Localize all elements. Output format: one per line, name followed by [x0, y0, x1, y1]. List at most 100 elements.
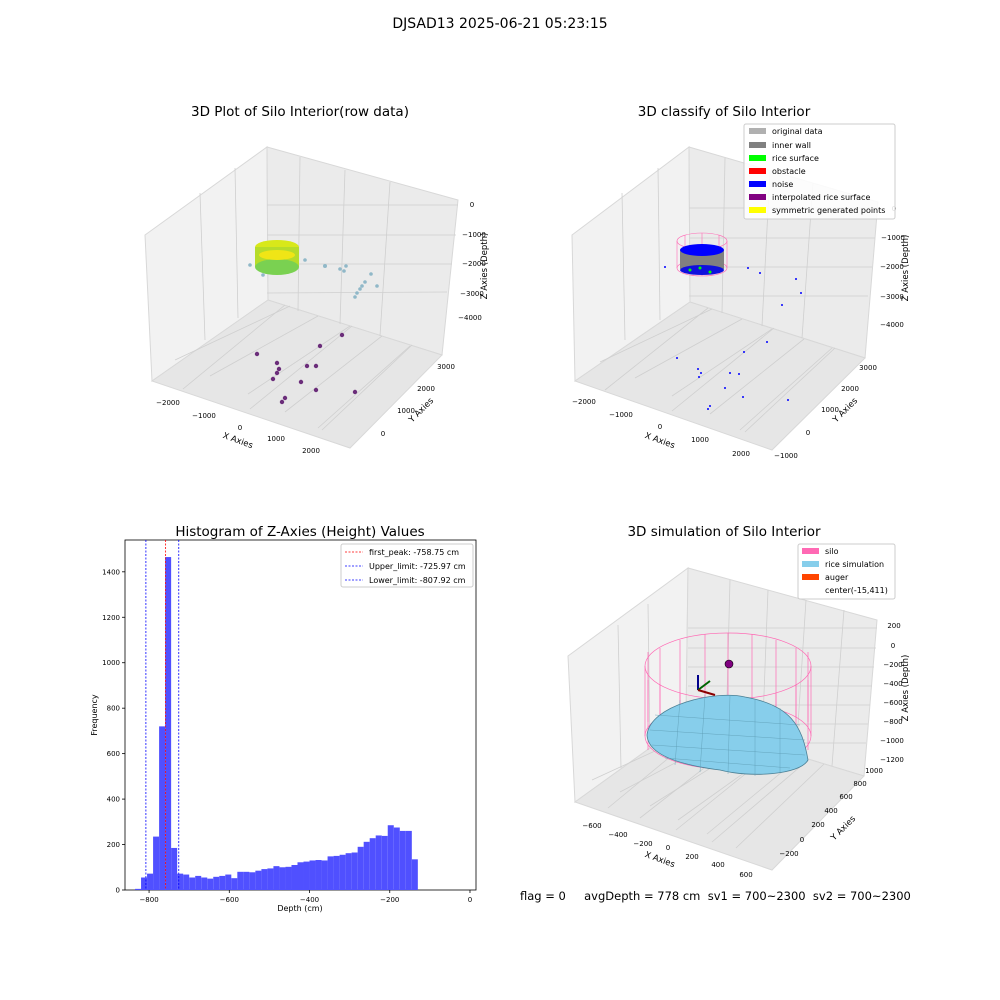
sim-ztick: −600 — [883, 699, 902, 707]
panel-raw-3d: 3D Plot of Silo Interior(row data) −2000… — [144, 104, 490, 455]
panel-histogram: Histogram of Z-Axies (Height) Values −80… — [90, 524, 477, 913]
hist-xtick-label: 0 — [468, 896, 472, 904]
hist-bar — [351, 852, 358, 890]
sim-ytick: 0 — [800, 836, 804, 844]
hist-bar — [273, 866, 280, 890]
hist-x-axis: −800 −600 −400 −200 0 — [139, 890, 472, 904]
raw-xlabel: X Axies — [221, 431, 254, 451]
hist-bar — [243, 871, 250, 890]
hist-bar — [201, 877, 208, 890]
legend-swatch-rice-simulation — [802, 561, 819, 567]
panel-simulation-3d: 3D simulation of Silo Interior — [567, 524, 911, 879]
hist-bars — [135, 557, 418, 890]
hist-ytick-label: 0 — [116, 887, 120, 895]
raw-xtick: 0 — [238, 424, 242, 432]
classify-ytick: 0 — [806, 429, 810, 437]
hist-bar — [219, 875, 226, 890]
hist-bar — [363, 841, 370, 890]
raw-xtick: −1000 — [192, 412, 216, 420]
legend-swatch-auger — [802, 574, 819, 580]
sim-ztick: −800 — [883, 718, 902, 726]
hist-bar — [177, 873, 184, 890]
classify-legend-label: noise — [772, 180, 793, 189]
classify-xtick: −1000 — [609, 411, 633, 419]
raw-ztick: −1000 — [462, 231, 486, 239]
hist-bar — [147, 873, 154, 890]
raw-xtick: 2000 — [302, 447, 320, 455]
hist-bar — [411, 859, 418, 890]
sim-auger-marker — [697, 659, 734, 696]
raw-ztick: −2000 — [462, 260, 486, 268]
hist-bar — [261, 869, 268, 890]
sim-xtick: 200 — [685, 853, 698, 861]
sim-legend-label: silo — [825, 547, 839, 556]
sim-ytick: 1000 — [865, 767, 883, 775]
classify-zlabel: Z Axies (Depth) — [901, 235, 911, 302]
classify-ytick: −1000 — [774, 452, 798, 460]
classify-legend-label: inner wall — [772, 141, 811, 150]
classify-legend-label: obstacle — [772, 167, 806, 176]
sim-legend-label: center(-15,411) — [825, 586, 888, 595]
sim-xtick: −600 — [582, 822, 601, 830]
sim-ztick: 200 — [887, 622, 900, 630]
sim-xlabel: X Axies — [643, 850, 676, 870]
hist-bar — [171, 847, 178, 890]
hist-bar — [267, 868, 274, 890]
classify-ztick: −1000 — [881, 234, 905, 242]
classify-ytick: 2000 — [841, 385, 859, 393]
hist-bar — [183, 874, 190, 890]
legend-swatch-symmetric-generated-points — [749, 207, 766, 213]
classify-ytick: 1000 — [821, 406, 839, 414]
raw-zlabel: Z Axies (Depth) — [480, 233, 490, 300]
legend-swatch-noise — [749, 181, 766, 187]
sim-rice-surface — [646, 694, 809, 776]
hist-bar — [393, 827, 400, 890]
hist-bar — [231, 878, 238, 890]
hist-bar — [165, 557, 172, 890]
hist-bar — [237, 871, 244, 890]
classify-points — [664, 232, 802, 410]
hist-bar — [387, 825, 394, 890]
hist-legend-label: Upper_limit: -725.97 cm — [369, 562, 466, 571]
raw-cluster-bottom — [255, 259, 299, 275]
hist-bar — [375, 835, 382, 890]
sim-legend-label: rice simulation — [825, 560, 884, 569]
hist-bar — [207, 878, 214, 890]
hist-ytick-label: 800 — [107, 705, 120, 713]
classify-ztick: −4000 — [880, 321, 904, 329]
raw-title: 3D Plot of Silo Interior(row data) — [191, 104, 409, 120]
raw-ytick: 1000 — [397, 407, 415, 415]
hist-xtick-label: −600 — [220, 896, 239, 904]
raw-xtick: 1000 — [267, 435, 285, 443]
hist-title: Histogram of Z-Axies (Height) Values — [175, 524, 424, 540]
legend-swatch-inner-wall — [749, 142, 766, 148]
sim-xtick: 400 — [711, 861, 724, 869]
legend-swatch-rice-surface — [749, 155, 766, 161]
sim-xtick: 0 — [666, 844, 670, 852]
classify-xtick: 0 — [658, 423, 662, 431]
hist-legend-label: first_peak: -758.75 cm — [369, 548, 459, 557]
hist-bar — [285, 866, 292, 890]
hist-legend-label: Lower_limit: -807.92 cm — [369, 576, 466, 585]
sim-xtick: −200 — [633, 840, 652, 848]
hist-bar — [321, 860, 328, 890]
status-line: flag = 0 avgDepth = 778 cm sv1 = 700~230… — [520, 889, 911, 903]
hist-bar — [333, 855, 340, 890]
hist-bar — [369, 838, 376, 890]
hist-bar — [189, 877, 196, 890]
sim-ytick: 200 — [811, 821, 824, 829]
hist-bar — [381, 835, 388, 890]
classify-xtick: −2000 — [572, 398, 596, 406]
raw-ztick: −4000 — [458, 314, 482, 322]
legend-swatch-obstacle — [749, 168, 766, 174]
hist-bar — [297, 862, 304, 890]
hist-xtick-label: −800 — [139, 896, 158, 904]
classify-ytick: 3000 — [859, 364, 877, 372]
raw-ztick: −3000 — [460, 290, 484, 298]
sim-ytick: −200 — [779, 850, 798, 858]
classify-legend-label: symmetric generated points — [772, 206, 885, 215]
hist-bar — [303, 861, 310, 890]
hist-ytick-label: 1400 — [102, 568, 120, 576]
hist-xlabel: Depth (cm) — [277, 904, 322, 913]
hist-bar — [309, 860, 316, 890]
